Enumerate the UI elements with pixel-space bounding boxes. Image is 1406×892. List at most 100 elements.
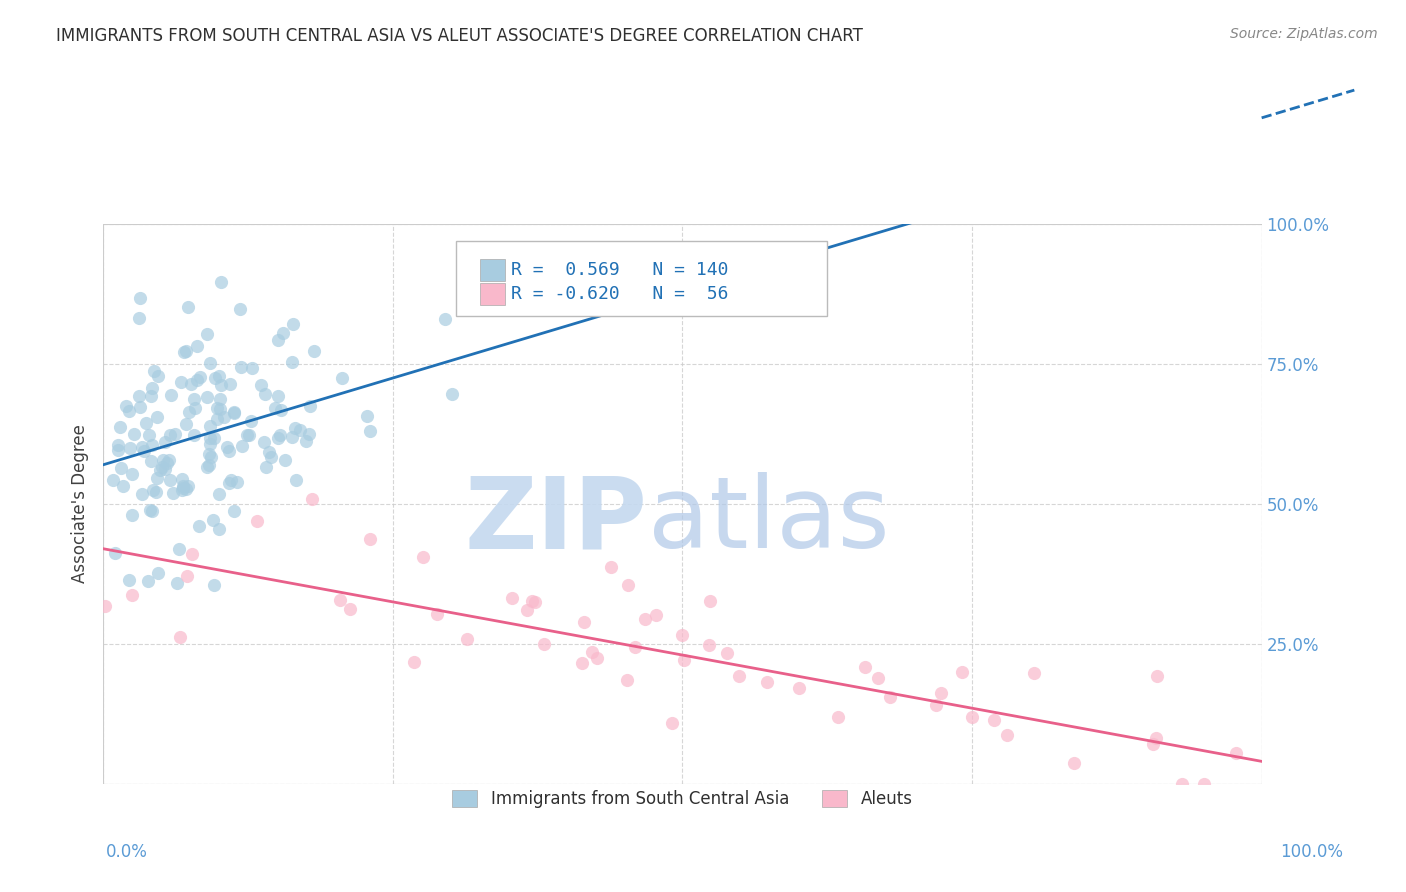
Point: [186, 339, 208, 353]
Point: [110, 419, 132, 434]
Point: [138, 428, 160, 442]
Point: [672, 653, 695, 667]
Text: R = -0.620   N =  56: R = -0.620 N = 56: [510, 285, 728, 303]
Point: [128, 291, 150, 305]
Point: [301, 491, 323, 506]
Point: [727, 669, 749, 683]
Point: [121, 508, 143, 523]
Point: [148, 566, 170, 580]
Point: [111, 479, 134, 493]
Point: [205, 401, 228, 416]
Point: [166, 575, 188, 590]
Point: [359, 532, 381, 546]
Point: [219, 473, 242, 487]
Point: [167, 542, 190, 557]
Point: [827, 710, 849, 724]
Point: [131, 486, 153, 500]
Bar: [479, 283, 505, 305]
Point: [269, 428, 291, 442]
Point: [925, 698, 948, 712]
Point: [146, 409, 169, 424]
Point: [983, 713, 1005, 727]
Point: [359, 424, 381, 438]
Point: [198, 431, 221, 445]
Point: [249, 377, 271, 392]
Point: [281, 317, 304, 331]
Point: [141, 504, 163, 518]
Point: [146, 471, 169, 485]
Point: [209, 402, 232, 417]
Bar: [479, 259, 505, 281]
Point: [533, 637, 555, 651]
Point: [586, 651, 609, 665]
Point: [211, 377, 233, 392]
Point: [1192, 777, 1215, 791]
Point: [145, 485, 167, 500]
Point: [222, 405, 245, 419]
Point: [697, 638, 720, 652]
Point: [177, 300, 200, 314]
Point: [270, 403, 292, 417]
Point: [271, 326, 294, 341]
Point: [162, 486, 184, 500]
Point: [288, 424, 311, 438]
Point: [501, 591, 523, 605]
Point: [129, 400, 152, 414]
Point: [118, 441, 141, 455]
Point: [202, 431, 225, 445]
Point: [183, 427, 205, 442]
Point: [176, 344, 198, 359]
Point: [231, 439, 253, 453]
Point: [297, 427, 319, 442]
Point: [153, 461, 176, 475]
Point: [115, 399, 138, 413]
Legend: Immigrants from South Central Asia, Aleuts: Immigrants from South Central Asia, Aleu…: [446, 783, 920, 814]
Point: [259, 445, 281, 459]
Point: [616, 578, 638, 592]
Point: [434, 312, 457, 326]
Text: R =  0.569   N = 140: R = 0.569 N = 140: [510, 261, 728, 279]
Point: [169, 631, 191, 645]
Point: [226, 475, 249, 490]
Point: [107, 443, 129, 458]
Point: [152, 453, 174, 467]
Point: [516, 603, 538, 617]
Point: [522, 594, 544, 608]
Point: [661, 715, 683, 730]
Point: [222, 407, 245, 421]
Text: IMMIGRANTS FROM SOUTH CENTRAL ASIA VS ALEUT ASSOCIATE'S DEGREE CORRELATION CHART: IMMIGRANTS FROM SOUTH CENTRAL ASIA VS AL…: [56, 27, 863, 45]
Point: [231, 359, 253, 374]
Point: [107, 438, 129, 452]
Point: [581, 645, 603, 659]
Point: [170, 483, 193, 498]
Point: [118, 574, 141, 588]
Point: [94, 599, 117, 613]
Point: [285, 473, 308, 487]
Text: ZIP: ZIP: [465, 472, 648, 569]
Point: [195, 326, 218, 341]
Point: [616, 673, 638, 687]
Point: [304, 343, 326, 358]
Point: [208, 522, 231, 536]
Point: [180, 377, 202, 392]
Point: [267, 431, 290, 445]
Point: [163, 426, 186, 441]
Point: [204, 371, 226, 385]
Point: [572, 615, 595, 629]
Point: [121, 588, 143, 602]
Point: [1144, 731, 1167, 745]
Point: [176, 569, 198, 583]
Point: [150, 459, 173, 474]
Point: [157, 453, 180, 467]
Point: [153, 434, 176, 449]
Point: [156, 456, 179, 470]
Point: [1142, 737, 1164, 751]
Point: [356, 409, 378, 424]
Point: [176, 479, 198, 493]
Point: [186, 373, 208, 387]
Point: [259, 450, 281, 465]
Point: [1146, 668, 1168, 682]
Point: [173, 345, 195, 359]
Point: [246, 514, 269, 528]
Point: [198, 418, 221, 433]
